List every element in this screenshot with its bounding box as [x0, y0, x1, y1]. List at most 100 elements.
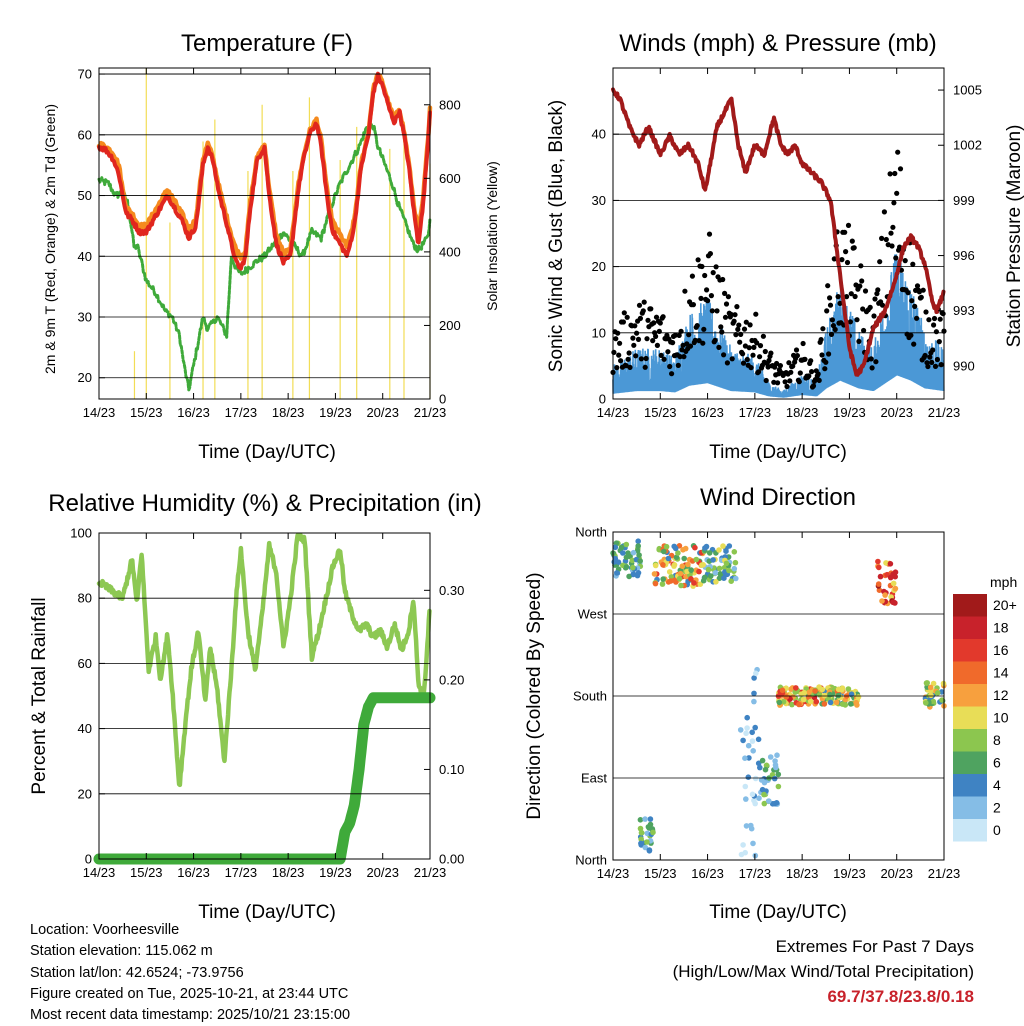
gust-point — [844, 259, 851, 266]
gust-point — [653, 333, 659, 339]
direction-point — [705, 566, 712, 573]
direction-point — [708, 573, 714, 579]
direction-point — [691, 580, 697, 586]
gust-point — [766, 357, 772, 364]
legend-label: 4 — [993, 777, 1001, 793]
gust-point — [892, 170, 898, 177]
direction-point — [934, 690, 941, 696]
legend-swatch — [953, 774, 987, 797]
gust-point — [837, 300, 843, 306]
direction-point — [756, 795, 762, 801]
direction-point — [853, 699, 859, 706]
winds-xtick-label: 21/23 — [928, 405, 961, 420]
gust-point — [762, 348, 768, 355]
direction-point — [629, 557, 636, 564]
gust-point — [676, 332, 682, 338]
gust-point — [771, 379, 777, 385]
gust-point — [844, 294, 850, 300]
direction-point — [939, 697, 945, 703]
gust-point — [682, 288, 688, 294]
direction-point — [663, 543, 670, 550]
winds-ytick-label: 40 — [592, 127, 606, 142]
gust-point — [856, 338, 862, 344]
gust-point — [842, 229, 848, 235]
gust-point — [694, 323, 700, 329]
legend-swatch — [953, 594, 987, 617]
gust-point — [614, 365, 620, 371]
direction-point — [882, 592, 888, 598]
legend-swatch — [953, 819, 987, 842]
gust-point — [714, 308, 720, 314]
direction-point — [827, 691, 833, 698]
humidity-xtick-label: 20/23 — [366, 865, 399, 880]
humidity-xtick-label: 19/23 — [319, 865, 352, 880]
gust-point — [754, 340, 760, 346]
gust-point — [737, 339, 743, 345]
direction-point — [626, 573, 632, 580]
direction-point — [887, 561, 894, 567]
gust-point — [690, 302, 697, 308]
gust-point — [722, 314, 729, 320]
legend-label: 2 — [993, 800, 1001, 816]
gust-point — [700, 340, 706, 346]
temperature-xtick-label: 19/23 — [319, 405, 352, 420]
gust-point — [832, 326, 838, 333]
gust-point — [763, 377, 769, 384]
direction-point — [762, 766, 769, 773]
gust-point — [897, 244, 903, 250]
extremes-title: Extremes For Past 7 Days — [775, 937, 974, 956]
humidity-ytick-label: 20 — [78, 786, 92, 801]
humidity-xtick-label: 16/23 — [177, 865, 210, 880]
direction-point — [774, 752, 780, 758]
gust-point — [849, 238, 855, 244]
direction-point — [723, 560, 730, 567]
direction-point — [930, 698, 937, 705]
direction-point — [737, 727, 744, 733]
direction-plot-layer — [610, 538, 947, 859]
direction-point — [761, 791, 767, 798]
direction-xtick-label: 15/23 — [644, 866, 677, 881]
direction-point — [652, 580, 659, 587]
gust-point — [621, 310, 627, 316]
gust-point — [728, 311, 734, 318]
gust-point — [881, 209, 888, 215]
pressure-line — [611, 87, 946, 377]
direction-point — [755, 736, 762, 743]
winds-xtick-label: 14/23 — [597, 405, 630, 420]
gust-point — [643, 355, 649, 362]
legend-label: 0 — [993, 822, 1001, 838]
winds-axes: 0 10 20 30 40 990 993 996 999 1002 1005 14/23 15/23 1… — [592, 68, 982, 420]
gust-point — [644, 336, 650, 342]
gust-point — [624, 314, 630, 320]
temperature-ytick-label: 50 — [78, 188, 92, 203]
gust-point — [718, 324, 724, 330]
gust-point — [768, 350, 774, 356]
direction-xtick-label: 20/23 — [880, 866, 913, 881]
direction-point — [752, 724, 758, 731]
gust-point — [830, 323, 837, 329]
direction-point — [710, 557, 716, 563]
gust-point — [702, 272, 708, 279]
direction-point — [835, 686, 842, 693]
legend-label: 20+ — [993, 597, 1017, 613]
legend-swatch — [953, 684, 987, 707]
gust-point — [618, 358, 624, 364]
gust-point — [806, 373, 812, 379]
winds-ytick-label-right: 1002 — [953, 138, 982, 153]
gust-point — [660, 314, 666, 320]
direction-point — [676, 575, 683, 582]
direction-point — [612, 555, 619, 562]
direction-point — [749, 738, 756, 744]
gust-point — [756, 369, 762, 375]
direction-point — [755, 760, 762, 767]
gust-point — [736, 322, 742, 328]
precipitation-line — [93, 692, 436, 865]
gust-point — [724, 360, 731, 366]
gust-point — [824, 308, 830, 314]
direction-point — [652, 562, 659, 569]
gust-point — [698, 295, 704, 301]
gust-point — [630, 335, 636, 341]
gust-point — [654, 342, 661, 348]
